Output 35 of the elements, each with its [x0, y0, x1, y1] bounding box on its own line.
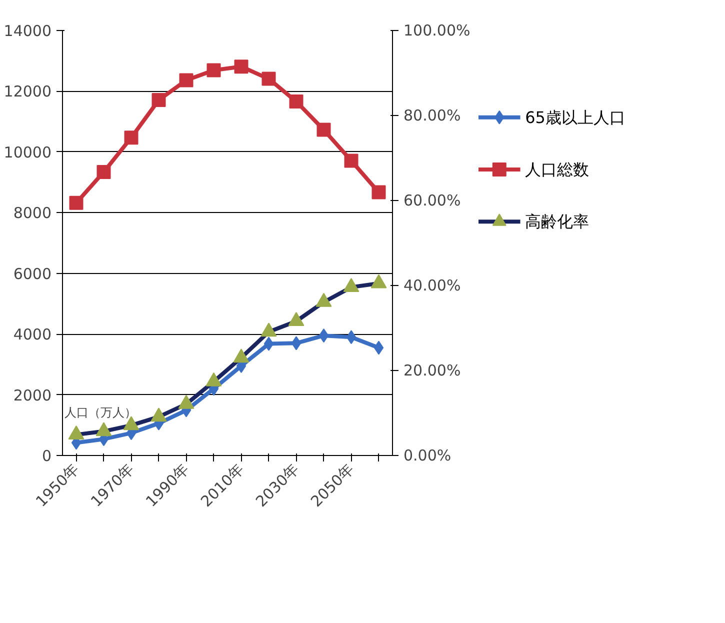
- point: [206, 63, 221, 78]
- point: [234, 60, 248, 74]
- y2-tick-label: 80.00%: [404, 106, 461, 124]
- point: [152, 93, 166, 108]
- point: [124, 130, 138, 145]
- legend-label: 人口総数: [525, 160, 590, 180]
- y-tick-label: 10000: [4, 143, 52, 162]
- y-tick-label: 6000: [13, 264, 52, 283]
- point: [264, 336, 274, 351]
- point: [179, 73, 194, 88]
- y-tick-label: 8000: [13, 204, 52, 222]
- point: [372, 185, 386, 200]
- y-tick-label: 4000: [13, 326, 52, 344]
- y-tick-label: 14000: [4, 22, 52, 40]
- y-tick-label: 0: [42, 447, 52, 465]
- y2-tick-label: 20.00%: [404, 362, 461, 380]
- point: [262, 72, 276, 86]
- y2-tick-label: 40.00%: [404, 276, 461, 294]
- y2-tick-label: 100.00%: [404, 22, 470, 40]
- point: [344, 154, 358, 168]
- point: [69, 196, 84, 210]
- y-axis-title: 人口（万人）: [64, 406, 136, 420]
- y-tick-label: 12000: [4, 82, 52, 101]
- point: [374, 340, 384, 355]
- point: [318, 328, 329, 343]
- legend-label: 65歳以上人口: [525, 108, 626, 127]
- point: [291, 336, 302, 350]
- y-tick-label: 2000: [13, 386, 52, 404]
- y2-tick-label: 0.00%: [404, 446, 452, 464]
- point: [346, 330, 356, 344]
- legend-label: 高齢化率: [525, 212, 590, 232]
- point: [289, 94, 304, 109]
- point: [96, 164, 111, 179]
- point: [316, 122, 331, 137]
- y2-tick-label: 60.00%: [404, 192, 461, 210]
